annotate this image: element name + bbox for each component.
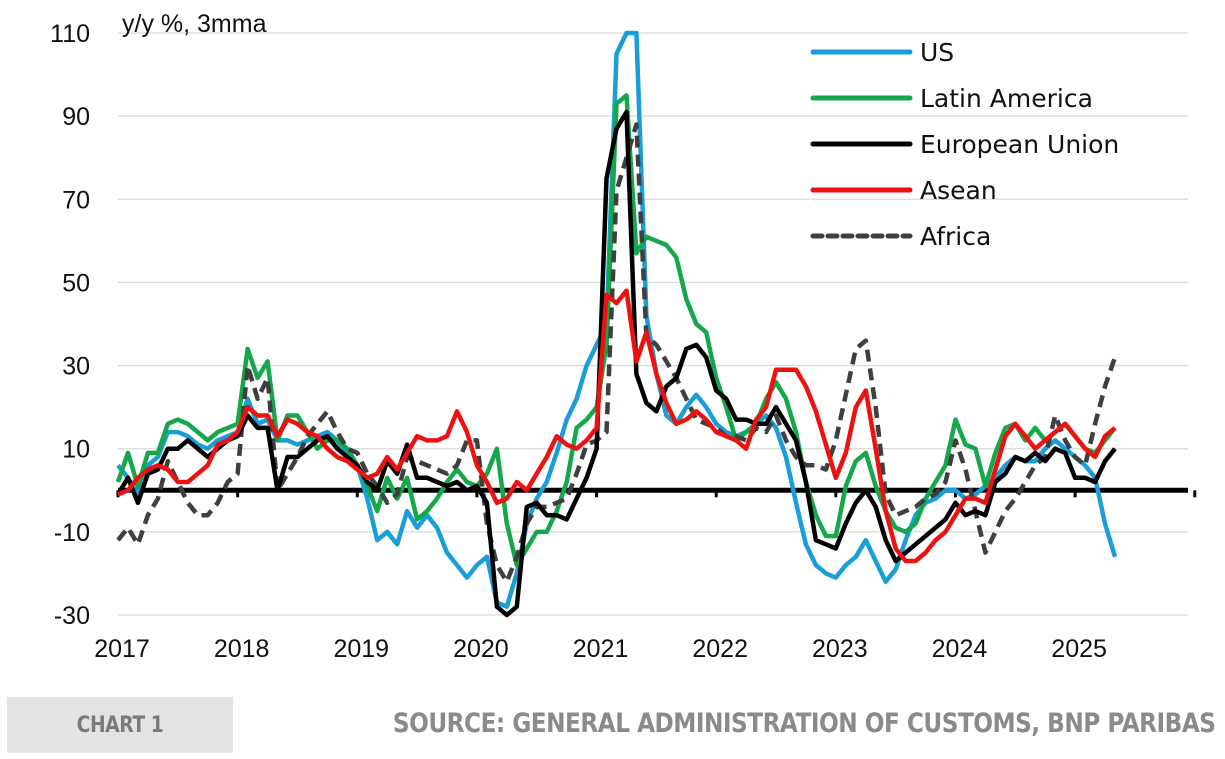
series-line-latin-america — [115, 93, 1117, 568]
legend-label: Asean — [920, 176, 997, 205]
x-tick-label: 2019 — [333, 635, 389, 663]
legend-label: Latin America — [920, 84, 1093, 113]
legend-label: European Union — [920, 130, 1119, 159]
legend-label: US — [920, 38, 954, 67]
y-tick-label: 110 — [50, 20, 90, 48]
line-chart: 110 90 70 50 30 10 -10 -30 2017 2018 2019 2020 2021… — [50, 10, 1197, 663]
x-tick-mark — [953, 490, 957, 498]
x-tick-mark — [714, 490, 718, 498]
series-line-africa — [116, 122, 1118, 584]
source-note: SOURCE: GENERAL ADMINISTRATION OF CUSTOM… — [392, 708, 1215, 739]
y-tick-label: 30 — [62, 353, 90, 381]
y-tick-label: -10 — [54, 519, 90, 547]
x-tick-label: 2025 — [1051, 635, 1107, 663]
x-tick-mark — [595, 490, 599, 498]
x-tick-label: 2023 — [812, 635, 868, 663]
y-tick-label: 70 — [62, 186, 90, 214]
x-tick-label: 2018 — [214, 635, 270, 663]
series-line-asean — [117, 288, 1117, 564]
y-tick-label: -30 — [54, 602, 90, 630]
y-tick-label: 10 — [62, 436, 90, 464]
chart-number-badge: CHART 1 — [7, 697, 233, 753]
x-tick-label: 2021 — [573, 635, 629, 663]
x-tick-label: 2017 — [94, 635, 150, 663]
x-axis: 2017 2018 2019 2020 2021 2022 2023 2024 2025 — [94, 487, 1197, 663]
x-tick-mark — [236, 490, 240, 498]
y-tick-label: 90 — [62, 103, 90, 131]
x-tick-mark — [1193, 490, 1197, 498]
x-tick-label: 2020 — [453, 635, 509, 663]
unit-label: y/y %, 3mma — [122, 10, 267, 38]
series-lines — [115, 30, 1118, 618]
x-tick-mark — [355, 490, 359, 498]
legend: US Latin America European Union Asean Africa — [810, 38, 1119, 251]
y-axis-ticks: 110 90 70 50 30 10 -10 -30 — [50, 20, 90, 630]
x-tick-label: 2024 — [932, 635, 988, 663]
x-tick-mark — [475, 490, 479, 498]
legend-label: Africa — [920, 222, 991, 251]
x-tick-mark — [1073, 490, 1077, 498]
y-tick-label: 50 — [62, 269, 90, 297]
series-line-european-union — [116, 109, 1117, 618]
series-line-us — [116, 30, 1118, 609]
chart-number-label: CHART 1 — [76, 712, 164, 738]
x-tick-mark — [834, 490, 838, 498]
gridlines — [118, 32, 1188, 616]
x-tick-label: 2022 — [692, 635, 748, 663]
